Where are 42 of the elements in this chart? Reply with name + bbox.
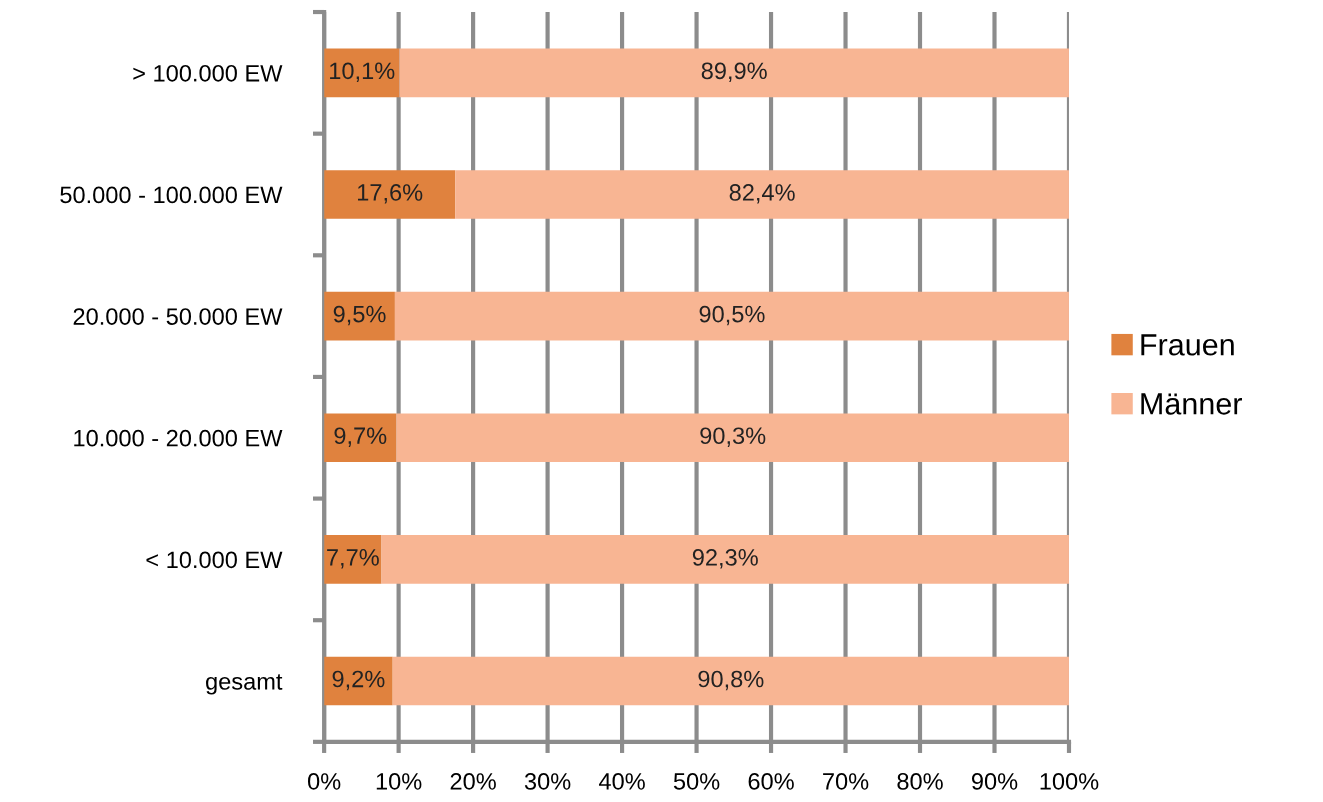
x-tick-label: 50% [673,773,720,790]
x-tick-label: 20% [450,773,496,790]
y-tick-label: gesamt [206,674,283,695]
bar [394,291,1069,341]
bar [324,291,395,341]
x-tick-label: 90% [971,773,1018,790]
bar [455,170,1069,219]
x-tick-label: 40% [598,773,645,790]
data-label: 90,8% [698,670,764,691]
y-tick-label: 20.000 - 50.000 EW [73,308,283,325]
x-tick-label: 80% [897,773,943,790]
data-label: 9,7% [334,427,387,447]
x-tick-label: 0% [307,773,341,790]
data-label: 9,2% [332,670,385,691]
bar [324,656,393,706]
bar [324,413,397,463]
bar [399,48,1069,98]
y-tick-label: 10.000 - 20.000 EW [74,429,283,447]
data-label: 90,5% [699,305,765,326]
data-label: 92,3% [692,549,758,569]
bar [324,535,382,584]
x-tick-label: 30% [524,773,571,790]
bar [324,170,456,219]
bar [381,535,1069,584]
legend-label: Männer [1141,393,1242,415]
y-tick-label: < 10.000 EW [146,551,283,569]
bar [392,656,1069,706]
data-label: 10,1% [330,62,395,82]
data-label: 90,3% [700,427,766,447]
data-label: 89,9% [701,62,767,82]
x-tick-label: 100% [1040,773,1099,790]
data-label: 9,5% [333,305,386,326]
bar [396,413,1069,463]
data-label: 7,7% [327,549,379,569]
y-tick-label: > 100.000 EW [133,64,283,82]
x-tick-label: 10% [376,773,422,790]
x-tick-label: 70% [823,773,869,790]
legend-label: Frauen [1141,334,1234,356]
x-tick-label: 60% [748,773,794,790]
data-label: 82,4% [729,184,795,204]
y-tick-label: 50.000 - 100.000 EW [60,186,283,204]
data-label: 17,6% [358,184,423,204]
